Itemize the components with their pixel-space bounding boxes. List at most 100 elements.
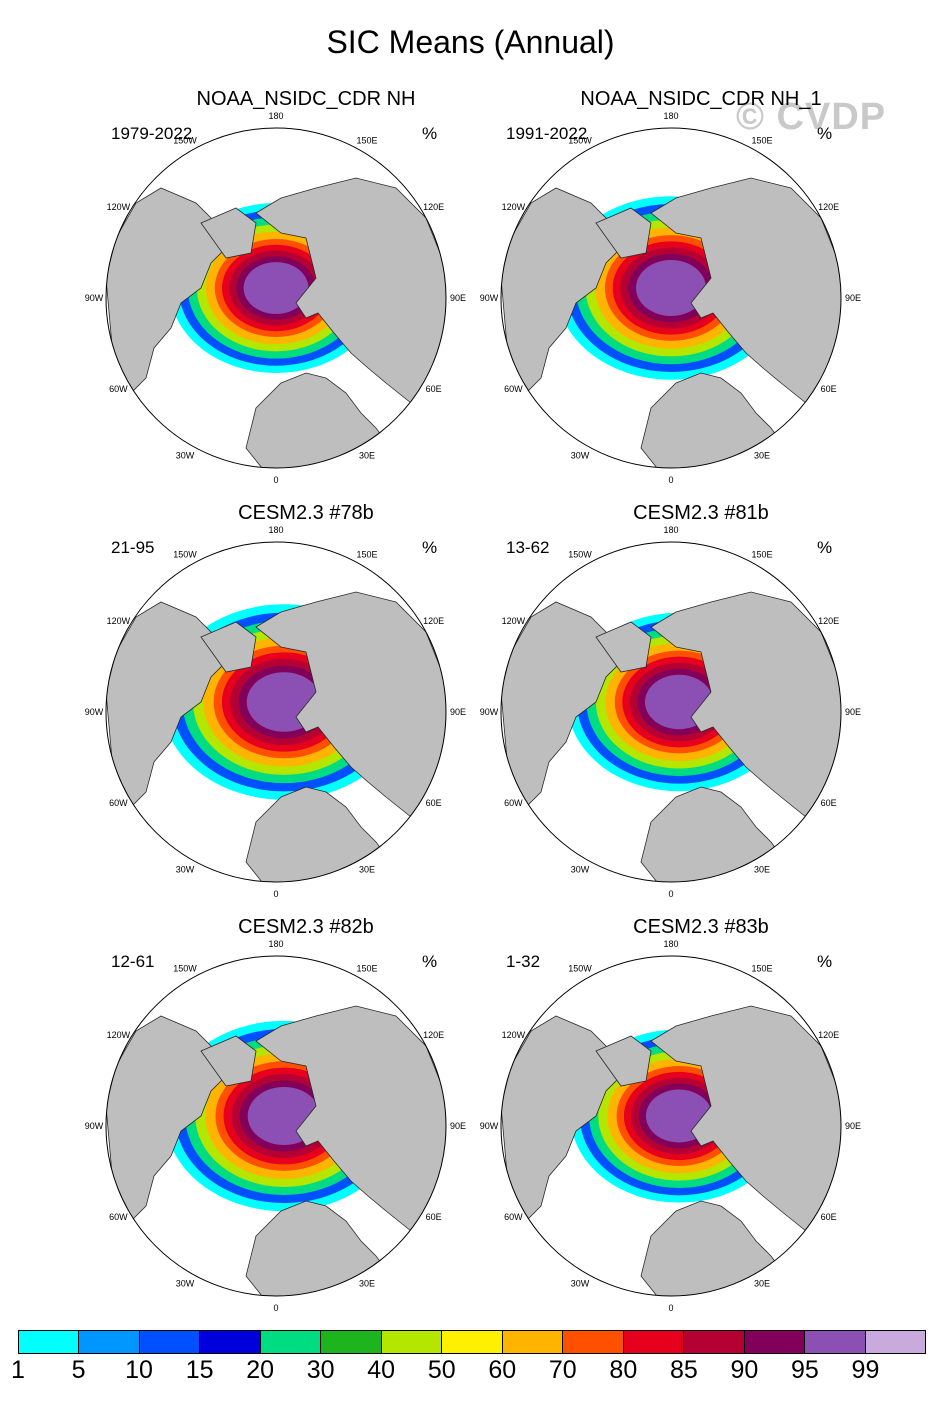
- colorbar-swatch: [19, 1331, 80, 1353]
- colorbar-swatch: [260, 1331, 322, 1353]
- longitude-label: 150E: [356, 963, 377, 973]
- longitude-label: 120E: [423, 202, 444, 212]
- longitude-label: 120E: [818, 616, 839, 626]
- longitude-label: 90E: [450, 293, 466, 303]
- longitude-label: 150E: [356, 549, 377, 559]
- longitude-label: 150W: [173, 135, 197, 145]
- colorbar-label: 30: [306, 1356, 335, 1384]
- longitude-label: 150W: [568, 135, 592, 145]
- longitude-label: 120E: [423, 1030, 444, 1040]
- colorbar-swatch: [623, 1331, 685, 1353]
- longitude-label: 180: [268, 111, 283, 121]
- colorbar-swatch: [79, 1331, 140, 1353]
- panel-units: %: [817, 952, 833, 971]
- longitude-label: 30W: [571, 451, 590, 461]
- longitude-label: 150E: [751, 135, 772, 145]
- longitude-label: 90E: [450, 1121, 466, 1131]
- longitude-label: 150E: [356, 135, 377, 145]
- colorbar-label: 99: [851, 1356, 880, 1384]
- longitude-label: 0: [668, 889, 673, 899]
- longitude-label: 90W: [85, 707, 104, 717]
- longitude-label: 150W: [173, 549, 197, 559]
- colorbar-swatch: [200, 1331, 261, 1353]
- longitude-label: 60E: [426, 798, 442, 808]
- polar-map: 180 150E 120E 90E 60E 30E 0 30W 60W 90W 120W 150W: [85, 525, 466, 899]
- longitude-label: 120E: [423, 616, 444, 626]
- longitude-label: 30W: [571, 865, 590, 875]
- map-panel: CESM2.3 #82b 12-61% 180 150E 120E 90E 60E 30E 0 3…: [85, 916, 506, 1316]
- polar-map: 180 150E 120E 90E 60E 30E 0 30W 60W 90W 120W 150W: [85, 111, 466, 485]
- longitude-label: 180: [268, 525, 283, 535]
- longitude-label: 120W: [502, 202, 526, 212]
- longitude-label: 180: [663, 111, 678, 121]
- longitude-label: 90W: [85, 293, 104, 303]
- map-panel: CESM2.3 #78b 21-95% 180 150E 120E 90E 60E 30E 0 3…: [85, 502, 506, 902]
- panel-title: NOAA_NSIDC_CDR NH: [196, 88, 416, 110]
- longitude-label: 120W: [502, 616, 526, 626]
- panel-units: %: [817, 538, 833, 557]
- longitude-label: 90E: [845, 1121, 861, 1131]
- longitude-label: 0: [273, 889, 278, 899]
- longitude-label: 30E: [754, 451, 770, 461]
- polar-map: 180 150E 120E 90E 60E 30E 0 30W 60W 90W 120W 150W: [480, 525, 861, 899]
- longitude-label: 90W: [85, 1121, 104, 1131]
- longitude-label: 30W: [176, 451, 195, 461]
- colorbar-label: 95: [791, 1356, 819, 1384]
- cvdp-watermark: © CVDP: [736, 96, 887, 138]
- map-panel: NOAA_NSIDC_CDR NH 1979-2022% 180 150E 120E 90…: [85, 88, 506, 488]
- panel-period: 1991-2022: [506, 124, 588, 143]
- map-panel: NOAA_NSIDC_CDR NH_1 1991-2022% 180 150E 120E…: [480, 88, 901, 488]
- longitude-label: 150E: [751, 963, 772, 973]
- colorbar-label: 40: [367, 1356, 396, 1384]
- longitude-label: 60W: [504, 798, 523, 808]
- colorbar-swatch: [442, 1331, 503, 1353]
- longitude-label: 0: [668, 1303, 673, 1313]
- longitude-label: 0: [273, 1303, 278, 1313]
- longitude-label: 30W: [176, 865, 195, 875]
- colorbar-label: 90: [730, 1356, 759, 1384]
- longitude-label: 90E: [845, 293, 861, 303]
- colorbar-label: 70: [548, 1356, 577, 1384]
- longitude-label: 30W: [571, 1279, 590, 1289]
- figure-title: SIC Means (Annual): [326, 24, 615, 60]
- colorbar-label: 80: [609, 1356, 638, 1384]
- longitude-label: 60W: [504, 1212, 523, 1222]
- map-panel: CESM2.3 #83b 1-32% 180 150E 120E 90E 60E 30E 0 30…: [480, 916, 901, 1316]
- colorbar-swatch: [805, 1331, 866, 1353]
- colorbar-label: 1: [11, 1356, 25, 1384]
- longitude-label: 60E: [821, 384, 837, 394]
- longitude-label: 180: [663, 525, 678, 535]
- longitude-label: 30E: [754, 865, 770, 875]
- colorbar-swatch: [139, 1331, 201, 1353]
- longitude-label: 90W: [480, 293, 499, 303]
- colorbar-label: 10: [125, 1356, 153, 1384]
- longitude-label: 30E: [359, 1279, 375, 1289]
- colorbar-swatch: [321, 1331, 382, 1353]
- panel-period: 13-62: [506, 538, 550, 557]
- panel-units: %: [817, 124, 833, 143]
- colorbar-swatch: [684, 1331, 745, 1353]
- polar-map: 180 150E 120E 90E 60E 30E 0 30W 60W 90W 120W 150W: [480, 111, 861, 485]
- colorbar-swatch: [563, 1331, 624, 1353]
- longitude-label: 180: [268, 939, 283, 949]
- panel-period: 1-32: [506, 952, 541, 971]
- longitude-label: 60E: [426, 1212, 442, 1222]
- panel-title: NOAA_NSIDC_CDR NH_1: [580, 88, 822, 110]
- longitude-label: 60E: [821, 798, 837, 808]
- longitude-label: 120W: [107, 1030, 131, 1040]
- panel-units: %: [422, 952, 438, 971]
- longitude-label: 60W: [109, 1212, 128, 1222]
- longitude-label: 60W: [109, 384, 128, 394]
- longitude-label: 30E: [359, 451, 375, 461]
- colorbar: [18, 1330, 926, 1354]
- longitude-label: 120W: [502, 1030, 526, 1040]
- colorbar-label: 60: [488, 1356, 517, 1384]
- panel-title: CESM2.3 #83b: [633, 916, 769, 938]
- colorbar-label: 85: [669, 1356, 698, 1384]
- longitude-label: 60W: [109, 798, 128, 808]
- colorbar-swatch: [502, 1331, 564, 1353]
- longitude-label: 90W: [480, 707, 499, 717]
- longitude-label: 90W: [480, 1121, 499, 1131]
- longitude-label: 120W: [107, 202, 131, 212]
- colorbar-label: 5: [71, 1356, 86, 1384]
